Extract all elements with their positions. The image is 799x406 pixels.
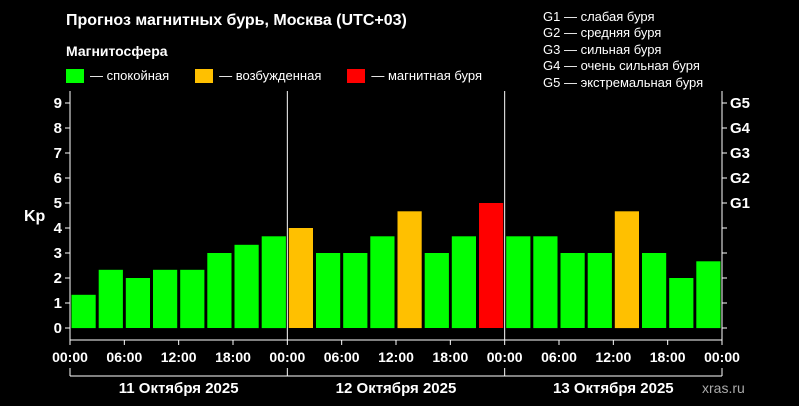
g-level-3: G3 — сильная буря [543, 41, 662, 57]
legend-swatch-quiet [66, 68, 84, 83]
kp-bar [207, 253, 232, 328]
g-tick-label: G5 [730, 95, 750, 112]
legend: — спокойная — возбужденная — магнитная б… [66, 68, 508, 83]
y-tick-label: 6 [54, 170, 62, 187]
kp-bar [343, 253, 368, 328]
kp-bar [180, 269, 205, 329]
kp-bar [669, 278, 694, 328]
kp-bar [587, 253, 612, 328]
y-tick-label: 9 [54, 95, 62, 112]
kp-bar [451, 236, 476, 329]
kp-bar [71, 294, 96, 329]
legend-swatch-storm [347, 68, 366, 83]
x-tick-label: 12:00 [595, 349, 631, 365]
kp-bar [506, 236, 531, 329]
y-tick-label: 3 [54, 245, 62, 262]
x-tick-label: 00:00 [487, 349, 523, 365]
kp-bar [696, 261, 721, 329]
day-label: 12 Октября 2025 [336, 380, 457, 397]
kp-bar [397, 211, 422, 329]
x-tick-label: 18:00 [650, 349, 686, 365]
kp-bar [288, 228, 313, 328]
x-tick-label: 00:00 [52, 349, 88, 365]
day-label: 11 Октября 2025 [119, 380, 239, 397]
legend-item-storm: — магнитная буря [347, 68, 482, 83]
x-tick-label: 06:00 [541, 349, 577, 365]
g-level-1: G1 — слабая буря [543, 9, 655, 24]
y-tick-label: 1 [54, 295, 62, 312]
y-tick-label: 4 [54, 220, 63, 237]
g-levels-legend: G1 — слабая буря G2 — средняя буря G3 — … [543, 9, 703, 91]
kp-bar [153, 269, 178, 329]
kp-bar [560, 253, 585, 328]
y-tick-label: 0 [54, 320, 62, 337]
kp-bar [614, 211, 639, 329]
legend-label-active: — возбужденная [219, 68, 322, 83]
legend-label-storm: — магнитная буря [371, 68, 482, 83]
x-tick-label: 12:00 [161, 349, 197, 365]
y-tick-label: 2 [54, 270, 62, 287]
x-tick-label: 18:00 [432, 349, 468, 365]
g-tick-label: G2 [730, 170, 750, 187]
x-tick-label: 06:00 [106, 349, 142, 365]
x-tick-label: 12:00 [378, 349, 414, 365]
x-tick-label: 06:00 [324, 349, 360, 365]
kp-bar [642, 253, 667, 328]
g-level-4: G4 — очень сильная буря [543, 58, 700, 74]
kp-bar [261, 236, 286, 329]
day-label: 13 Октября 2025 [553, 380, 674, 397]
g-level-5: G5 — экстремальная буря [543, 74, 704, 90]
g-tick-label: G4 [730, 120, 751, 137]
legend-item-active: — возбужденная [195, 68, 321, 83]
legend-title: Магнитосфера [66, 43, 168, 59]
watermark: xras.ru [702, 380, 745, 396]
x-tick-label: 00:00 [704, 349, 740, 365]
g-tick-label: G1 [730, 195, 750, 212]
kp-bar [98, 269, 123, 329]
y-tick-label: 7 [54, 145, 62, 162]
x-tick-label: 18:00 [215, 349, 251, 365]
kp-bar [234, 244, 259, 329]
legend-label-quiet: — спокойная [90, 68, 170, 83]
y-tick-label: 8 [54, 120, 62, 137]
kp-bar [479, 203, 504, 328]
kp-bar [316, 253, 341, 328]
g-level-2: G2 — средняя буря [543, 25, 662, 41]
kp-bar [125, 278, 150, 328]
kp-bar [533, 236, 558, 329]
legend-item-quiet: — спокойная [66, 68, 169, 83]
y-axis-label: Kp [24, 208, 46, 225]
g-tick-label: G3 [730, 145, 750, 162]
kp-bar [370, 236, 395, 329]
y-tick-label: 5 [54, 195, 62, 212]
legend-swatch-active [195, 68, 214, 83]
kp-bar [424, 253, 449, 328]
x-tick-label: 00:00 [269, 349, 305, 365]
chart-title: Прогноз магнитных бурь, Москва (UTC+03) [66, 12, 407, 29]
